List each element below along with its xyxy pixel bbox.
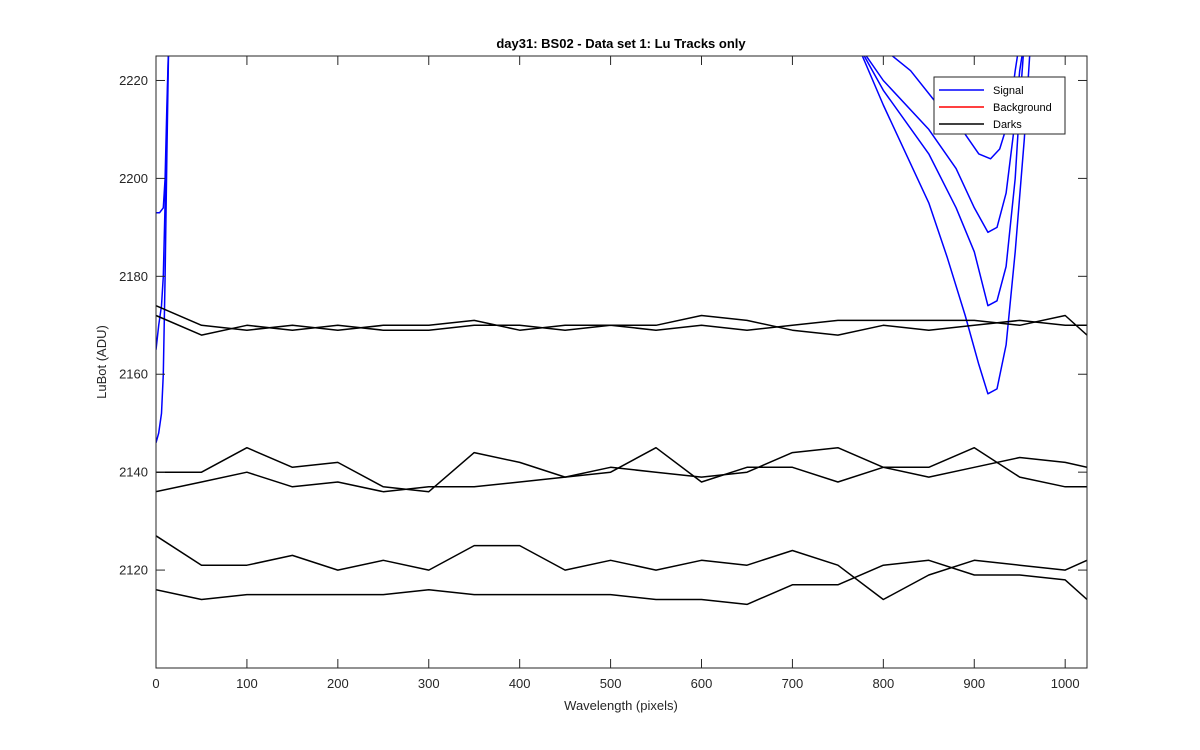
x-tick-label: 200 xyxy=(327,676,349,691)
series-layer xyxy=(156,56,1087,606)
y-tick-label: 2180 xyxy=(119,269,148,284)
x-tick-label: 700 xyxy=(782,676,804,691)
series-line-darks-12 xyxy=(156,559,1087,606)
x-tick-label: 0 xyxy=(152,676,159,691)
x-tick-label: 1000 xyxy=(1051,676,1080,691)
series-line-darks-11 xyxy=(156,535,1087,601)
series-line-darks-9 xyxy=(156,446,1087,493)
y-tick-label: 2140 xyxy=(119,465,148,480)
legend-label-signal: Signal xyxy=(993,85,1024,97)
x-tick-label: 100 xyxy=(236,676,258,691)
legend-label-background: Background xyxy=(993,102,1052,114)
y-tick-label: 2160 xyxy=(119,367,148,382)
x-tick-label: 500 xyxy=(600,676,622,691)
x-tick-label: 900 xyxy=(963,676,985,691)
chart-title: day31: BS02 - Data set 1: Lu Tracks only xyxy=(496,36,746,51)
y-tick-label: 2220 xyxy=(119,73,148,88)
x-axis: 0 100 200 300 400 500 600 700 800 900 1000 xyxy=(152,56,1080,691)
legend: Signal Background Darks xyxy=(933,76,1066,135)
x-tick-label: 400 xyxy=(509,676,531,691)
plot-frame xyxy=(155,55,1088,669)
x-tick-label: 300 xyxy=(418,676,440,691)
x-axis-label: Wavelength (pixels) xyxy=(564,698,678,713)
series-line-darks-8 xyxy=(156,314,1087,336)
series-line-signal-3 xyxy=(863,56,1024,307)
series-line-signal-4 xyxy=(865,56,1023,234)
y-axis: 2120 2140 2160 2180 2200 2220 xyxy=(119,73,1087,578)
y-tick-label: 2120 xyxy=(119,563,148,578)
x-tick-label: 800 xyxy=(872,676,894,691)
legend-label-darks: Darks xyxy=(993,119,1022,131)
y-axis-label: LuBot (ADU) xyxy=(94,325,109,399)
series-line-signal-6 xyxy=(861,56,1031,395)
series-line-darks-10 xyxy=(156,446,1087,493)
x-tick-label: 600 xyxy=(691,676,713,691)
y-tick-label: 2200 xyxy=(119,171,148,186)
